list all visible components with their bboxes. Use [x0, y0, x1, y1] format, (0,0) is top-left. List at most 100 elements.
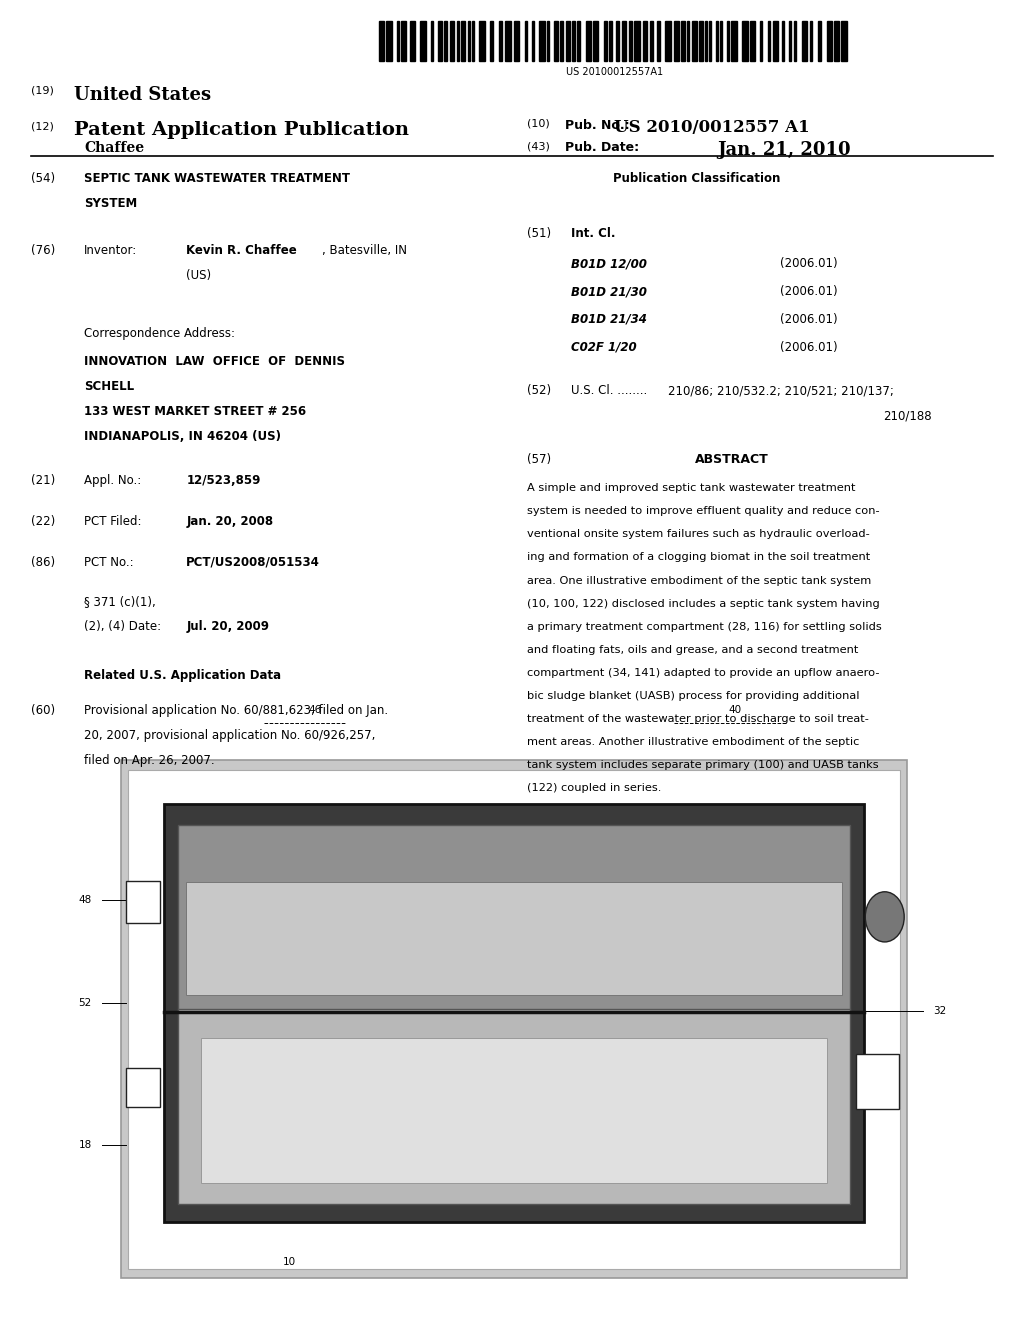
Text: (21): (21): [31, 474, 55, 487]
Bar: [186, 882, 842, 995]
Text: SYSTEM: SYSTEM: [84, 197, 137, 210]
Text: system is needed to improve effluent quality and reduce con-: system is needed to improve effluent qua…: [527, 507, 880, 516]
Text: 12: 12: [508, 1135, 520, 1144]
Bar: [604, 21, 607, 61]
Text: bic sludge blanket (UASB) process for providing additional: bic sludge blanket (UASB) process for pr…: [527, 692, 860, 701]
Bar: [818, 21, 821, 61]
Text: (60): (60): [31, 704, 55, 717]
Text: Provisional application No. 60/881,623, filed on Jan.: Provisional application No. 60/881,623, …: [84, 704, 388, 717]
Text: 20: 20: [223, 1078, 236, 1088]
Bar: [126, 880, 160, 923]
Bar: [760, 21, 762, 61]
Bar: [559, 21, 563, 61]
Text: 14: 14: [348, 1135, 360, 1144]
Text: (76): (76): [31, 244, 55, 257]
Bar: [615, 21, 620, 61]
Text: 18: 18: [79, 1140, 91, 1150]
Text: A simple and improved septic tank wastewater treatment: A simple and improved septic tank wastew…: [527, 483, 856, 494]
Bar: [635, 21, 640, 61]
Bar: [401, 21, 407, 61]
Bar: [514, 21, 519, 61]
Text: SEPTIC TANK WASTEWATER TREATMENT: SEPTIC TANK WASTEWATER TREATMENT: [84, 172, 350, 185]
Text: 14: 14: [324, 890, 336, 899]
Bar: [731, 21, 737, 61]
Text: (122) coupled in series.: (122) coupled in series.: [527, 784, 662, 793]
Bar: [681, 21, 685, 61]
Bar: [720, 21, 722, 61]
Bar: [201, 1039, 827, 1183]
Text: Patent Application Publication: Patent Application Publication: [74, 121, 409, 140]
Text: 133 WEST MARKET STREET # 256: 133 WEST MARKET STREET # 256: [84, 405, 306, 418]
Bar: [666, 21, 671, 61]
Bar: [379, 21, 384, 61]
Bar: [810, 21, 812, 61]
Bar: [742, 21, 748, 61]
Bar: [656, 21, 659, 61]
Text: (US): (US): [186, 269, 212, 282]
Text: US 2010/0012557 A1: US 2010/0012557 A1: [614, 119, 810, 136]
Text: 12: 12: [213, 884, 225, 894]
Text: Int. Cl.: Int. Cl.: [571, 227, 615, 240]
Bar: [438, 21, 441, 61]
Text: (2006.01): (2006.01): [780, 257, 838, 271]
Text: 44: 44: [549, 890, 561, 899]
Text: 40: 40: [729, 705, 741, 715]
Bar: [842, 21, 847, 61]
Text: filed on Apr. 26, 2007.: filed on Apr. 26, 2007.: [84, 754, 215, 767]
Bar: [457, 21, 459, 61]
Text: (19): (19): [31, 86, 53, 96]
Text: treatment of the wastewater prior to discharge to soil treat-: treatment of the wastewater prior to dis…: [527, 714, 869, 725]
Bar: [178, 1010, 850, 1204]
Circle shape: [865, 892, 904, 942]
Text: 10: 10: [284, 1257, 296, 1267]
Text: (52): (52): [527, 384, 552, 397]
Bar: [547, 21, 549, 61]
Text: 26: 26: [242, 1034, 254, 1043]
Text: C02F 1/20: C02F 1/20: [571, 341, 637, 354]
Bar: [750, 21, 755, 61]
Bar: [650, 21, 653, 61]
Bar: [593, 21, 598, 61]
Bar: [472, 21, 474, 61]
Bar: [834, 21, 840, 61]
Text: (22): (22): [31, 515, 55, 528]
Text: (86): (86): [31, 556, 55, 569]
Bar: [709, 21, 711, 61]
Text: US 20100012557A1: US 20100012557A1: [566, 67, 663, 78]
Text: (2), (4) Date:: (2), (4) Date:: [84, 620, 161, 634]
Bar: [790, 21, 792, 61]
Text: Pub. No.:: Pub. No.:: [565, 119, 634, 132]
Text: B01D 21/30: B01D 21/30: [571, 285, 647, 298]
Text: Publication Classification: Publication Classification: [612, 172, 780, 185]
Text: 34: 34: [457, 880, 469, 890]
Text: (57): (57): [527, 453, 552, 466]
Bar: [431, 21, 433, 61]
Bar: [554, 21, 557, 61]
Bar: [532, 21, 535, 61]
Text: ment areas. Another illustrative embodiment of the septic: ment areas. Another illustrative embodim…: [527, 737, 860, 747]
Text: (54): (54): [31, 172, 55, 185]
Bar: [699, 21, 702, 61]
Bar: [687, 21, 689, 61]
Bar: [705, 21, 707, 61]
Text: PCT No.:: PCT No.:: [84, 556, 133, 569]
Bar: [499, 21, 502, 61]
Text: 48: 48: [79, 895, 91, 906]
Bar: [773, 21, 778, 61]
Bar: [802, 21, 807, 61]
Text: ing and formation of a clogging biomat in the soil treatment: ing and formation of a clogging biomat i…: [527, 553, 870, 562]
Text: 32: 32: [672, 1016, 684, 1026]
Text: § 371 (c)(1),: § 371 (c)(1),: [84, 595, 156, 609]
Text: Pub. Date:: Pub. Date:: [565, 141, 639, 154]
Text: 42: 42: [648, 880, 660, 890]
Text: and floating fats, oils and grease, and a second treatment: and floating fats, oils and grease, and …: [527, 644, 859, 655]
Text: (10): (10): [527, 119, 550, 129]
Bar: [566, 21, 569, 61]
Bar: [781, 21, 783, 61]
Text: Chaffee: Chaffee: [84, 141, 144, 156]
Text: area. One illustrative embodiment of the septic tank system: area. One illustrative embodiment of the…: [527, 576, 871, 586]
Bar: [479, 21, 484, 61]
Bar: [421, 21, 426, 61]
Text: Appl. No.:: Appl. No.:: [84, 474, 141, 487]
Bar: [609, 21, 612, 61]
